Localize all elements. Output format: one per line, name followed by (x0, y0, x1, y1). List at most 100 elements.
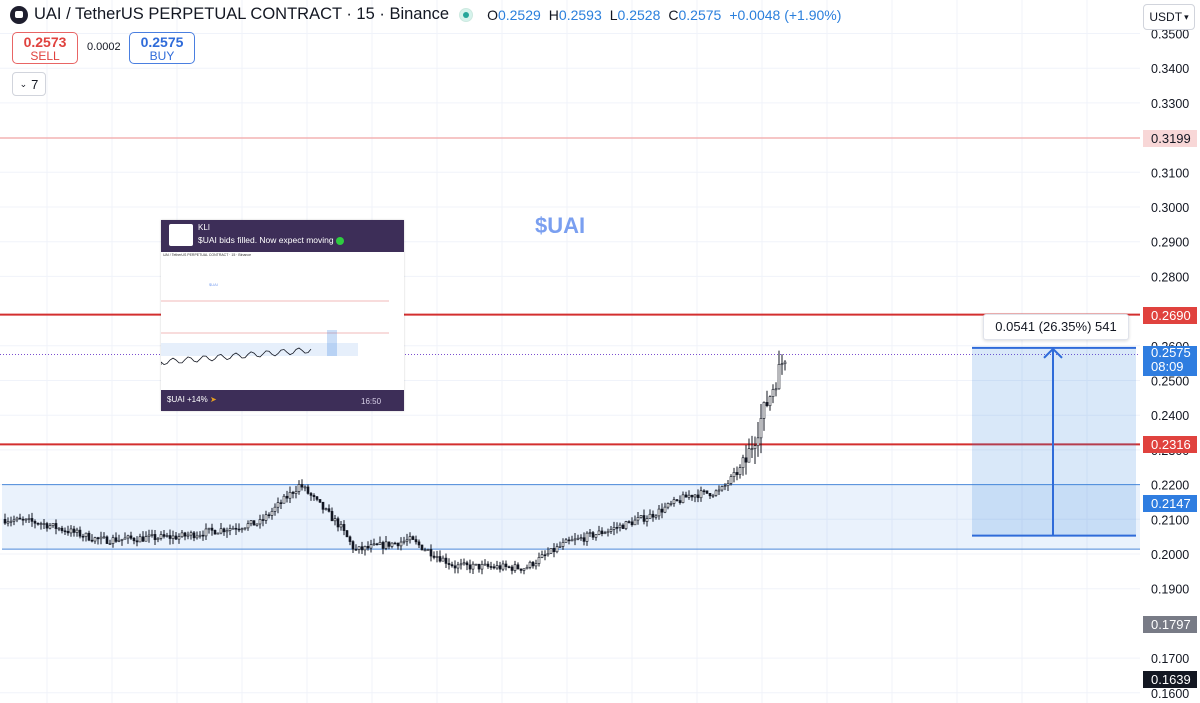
candle-body (393, 542, 397, 545)
candle-body (708, 493, 712, 497)
candle-body (87, 532, 91, 541)
price-tick-label: 0.3400 (1151, 62, 1189, 76)
ohlc-high-key: H (548, 6, 559, 23)
candle-body (36, 522, 40, 525)
candle-body (615, 527, 619, 529)
candle-body (39, 523, 43, 525)
candle-body (63, 530, 67, 533)
symbol-title[interactable]: UAI / TetherUS PERPETUAL CONTRACT · 15 ·… (34, 5, 450, 23)
candle-body (132, 537, 136, 542)
indicators-count: 7 (31, 76, 39, 92)
post-tag-text: $UAI +14% (167, 395, 208, 404)
mini-chart-title: UAI / TetherUS PERPETUAL CONTRACT · 15 ·… (163, 253, 252, 257)
candle-body (738, 467, 742, 475)
candle-body (24, 518, 28, 521)
candle-body (462, 562, 466, 565)
candle-body (426, 549, 430, 551)
candle-body (594, 534, 598, 538)
ohlc-close-key: C (668, 6, 679, 23)
candle-body (741, 457, 745, 469)
candle-body (51, 523, 55, 526)
candle-body (396, 542, 400, 547)
candle-body (549, 548, 553, 554)
ohlc-high-value: 0.2593 (558, 6, 602, 23)
buy-button[interactable]: 0.2575 BUY (129, 32, 195, 64)
candle-body (171, 535, 175, 539)
mini-zone (161, 343, 358, 356)
candle-body (774, 388, 778, 391)
candle-body (459, 563, 463, 566)
measure-tooltip: 0.0541 (26.35%) 541 (983, 314, 1129, 340)
candle-body (84, 532, 88, 537)
candle-body (603, 532, 607, 534)
candle-body (750, 448, 754, 450)
candle-body (33, 521, 37, 524)
candle-body (420, 544, 424, 551)
candle-body (441, 557, 445, 562)
candle-body (306, 486, 310, 494)
candle-body (102, 536, 106, 539)
candle-body (252, 520, 256, 526)
candle-body (633, 519, 637, 526)
candle-body (447, 563, 451, 565)
ohlc-open-value: 0.2529 (497, 6, 541, 23)
candle-body (612, 527, 616, 530)
currency-label: USDT (1149, 10, 1183, 24)
candle-body (609, 529, 613, 532)
candle-body (234, 527, 238, 530)
candle-body (627, 521, 631, 523)
price-tick-label: 0.3100 (1151, 166, 1189, 180)
candle-body (681, 494, 685, 503)
candle-body (453, 565, 457, 569)
post-author: KLI (198, 223, 211, 232)
price-tick-label: 0.2500 (1151, 375, 1189, 389)
candle-body (723, 485, 727, 487)
candle-body (576, 537, 580, 540)
candle-body (444, 557, 448, 564)
candle-body (201, 534, 205, 537)
candle-body (639, 515, 643, 518)
candle-body (543, 554, 547, 557)
candle-body (144, 536, 148, 542)
price-tick-label: 0.1600 (1151, 687, 1189, 701)
ohlc-close-value: 0.2575 (678, 6, 722, 23)
candle-body (735, 472, 739, 475)
candle-body (702, 490, 706, 493)
candle-body (504, 563, 508, 567)
candle-body (219, 528, 223, 534)
candle-body (606, 531, 610, 533)
candle-body (237, 528, 241, 531)
candle-body (315, 496, 319, 500)
price-tick-label: 0.2800 (1151, 270, 1189, 284)
candle-body (399, 541, 403, 547)
candle-body (780, 363, 784, 366)
mini-chart (161, 252, 404, 390)
candle-body (279, 502, 283, 504)
candle-body (294, 491, 298, 494)
candle-body (138, 536, 142, 543)
candle-body (783, 361, 787, 365)
candle-body (354, 548, 358, 551)
candle-body (768, 396, 772, 407)
candle-body (339, 524, 343, 528)
indicators-toggle[interactable]: ⌄ 7 (12, 72, 46, 96)
candle-body (312, 495, 316, 498)
candle-body (345, 530, 349, 538)
ohlc-legend: O0.2529 H0.2593 L0.2528 C0.2575 +0.0048 … (487, 7, 841, 23)
candle-body (438, 556, 442, 562)
candle-body (507, 566, 511, 568)
candle-body (363, 546, 367, 551)
candle-body (231, 527, 235, 530)
price-tick-label: 0.2900 (1151, 236, 1189, 250)
candle-body (42, 523, 46, 525)
candle-body (474, 563, 478, 566)
candle-body (291, 492, 295, 494)
candle-body (180, 532, 184, 538)
currency-select[interactable]: USDT ▾ (1143, 4, 1195, 30)
sell-button[interactable]: 0.2573 SELL (12, 32, 78, 64)
uai-logo-icon (10, 5, 28, 24)
candle-body (348, 536, 352, 542)
market-status-icon[interactable] (459, 7, 474, 22)
candle-body (357, 546, 361, 550)
